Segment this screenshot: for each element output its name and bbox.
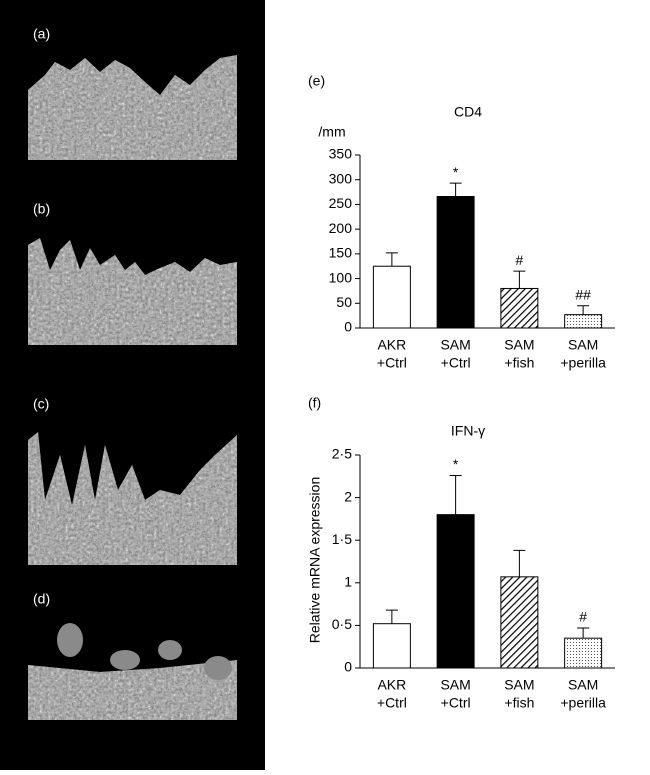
error-bar <box>385 609 398 624</box>
error-bar <box>513 549 526 577</box>
x-tick-label: +perilla <box>560 355 606 371</box>
significance-mark: * <box>453 164 459 180</box>
chart-title: CD4 <box>454 104 482 120</box>
x-tick-label: +Ctrl <box>377 695 407 711</box>
x-tick-label: +Ctrl <box>441 695 471 711</box>
bar <box>500 576 539 669</box>
y-tick-label: 2·5 <box>332 446 352 462</box>
x-tick-label: +fish <box>504 355 534 371</box>
y-tick-label: 0 <box>344 659 352 675</box>
x-tick-label: SAM <box>568 337 598 353</box>
x-tick-label: SAM <box>504 337 534 353</box>
y-tick-label: 100 <box>329 269 353 285</box>
chart-title: IFN-γ <box>451 423 485 439</box>
panel-label: (e) <box>308 73 325 89</box>
panel-label: (d) <box>33 591 50 607</box>
x-tick-label: SAM <box>440 337 470 353</box>
error-bar <box>513 270 526 289</box>
y-tick-label: 1 <box>344 574 352 590</box>
significance-mark: # <box>515 252 523 268</box>
micrographs <box>28 55 237 720</box>
panel-label: (b) <box>33 201 50 217</box>
bar <box>372 623 411 669</box>
x-tick-label: SAM <box>504 677 534 693</box>
y-tick-label: 250 <box>329 195 353 211</box>
x-tick-label: +fish <box>504 695 534 711</box>
y-tick-label: 200 <box>329 220 353 236</box>
x-tick-label: SAM <box>568 677 598 693</box>
bar <box>500 287 539 329</box>
y-tick-label: 0·5 <box>332 616 352 632</box>
x-tick-label: AKR <box>377 677 406 693</box>
error-bar <box>385 252 398 267</box>
x-tick-label: +Ctrl <box>377 355 407 371</box>
y-tick-label: 150 <box>329 245 353 261</box>
error-bar <box>449 474 462 515</box>
significance-mark: * <box>453 456 459 472</box>
y-axis-label: Relative mRNA expression <box>307 477 323 644</box>
x-tick-label: +Ctrl <box>441 355 471 371</box>
error-bar <box>577 305 590 315</box>
panel-label: (c) <box>33 396 49 412</box>
y-tick-label: 350 <box>329 146 353 162</box>
panel-label: (f) <box>308 395 321 411</box>
y-axis-label: /mm <box>318 124 345 140</box>
bar <box>372 265 411 329</box>
y-tick-label: 50 <box>336 294 352 310</box>
bar <box>436 196 475 329</box>
y-tick-label: 0 <box>344 319 352 335</box>
bar <box>564 314 603 329</box>
y-tick-label: 300 <box>329 170 353 186</box>
y-tick-label: 2 <box>344 488 352 504</box>
panel-label: (a) <box>33 26 50 42</box>
x-tick-label: SAM <box>440 677 470 693</box>
error-bar <box>577 627 590 639</box>
x-tick-label: +perilla <box>560 695 606 711</box>
significance-mark: # <box>579 609 587 625</box>
y-tick-label: 1·5 <box>332 531 352 547</box>
bar <box>436 514 475 669</box>
error-bar <box>449 182 462 197</box>
significance-mark: ## <box>575 286 591 302</box>
bar <box>564 637 603 669</box>
x-tick-label: AKR <box>377 337 406 353</box>
